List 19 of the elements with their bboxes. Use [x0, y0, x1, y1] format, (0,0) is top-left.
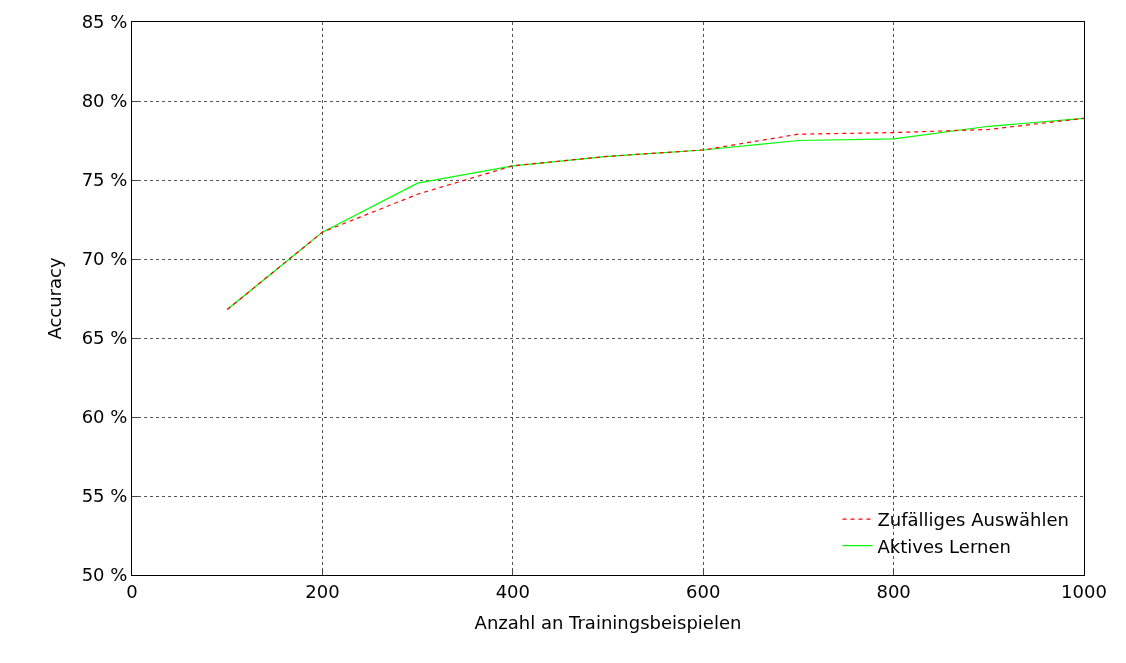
x-tick-label: 0 — [126, 580, 138, 602]
y-axis-title: Accuracy — [43, 257, 65, 340]
line-series — [226, 117, 1084, 311]
x-axis-title: Anzahl an Trainingsbeispielen — [474, 611, 742, 633]
x-tick-label: 800 — [876, 580, 911, 602]
y-tick-label: 75 % — [81, 169, 128, 191]
y-tick-label: 70 % — [81, 248, 128, 270]
y-tick-label: 65 % — [81, 327, 128, 349]
x-tick-label: 200 — [305, 580, 340, 602]
legend-label: Aktives Lernen — [877, 535, 1011, 557]
x-tick-label: 600 — [686, 580, 721, 602]
legend-label: Zufälliges Auswählen — [877, 509, 1069, 531]
y-tick-label: 50 % — [81, 564, 128, 586]
y-tick-label: 85 % — [81, 11, 128, 33]
x-tick-label: 400 — [495, 580, 530, 602]
x-tick-label: 1000 — [1061, 580, 1107, 602]
y-tick-label: 80 % — [81, 90, 128, 112]
y-tick-label: 55 % — [81, 485, 128, 507]
y-tick-label: 60 % — [81, 406, 128, 428]
